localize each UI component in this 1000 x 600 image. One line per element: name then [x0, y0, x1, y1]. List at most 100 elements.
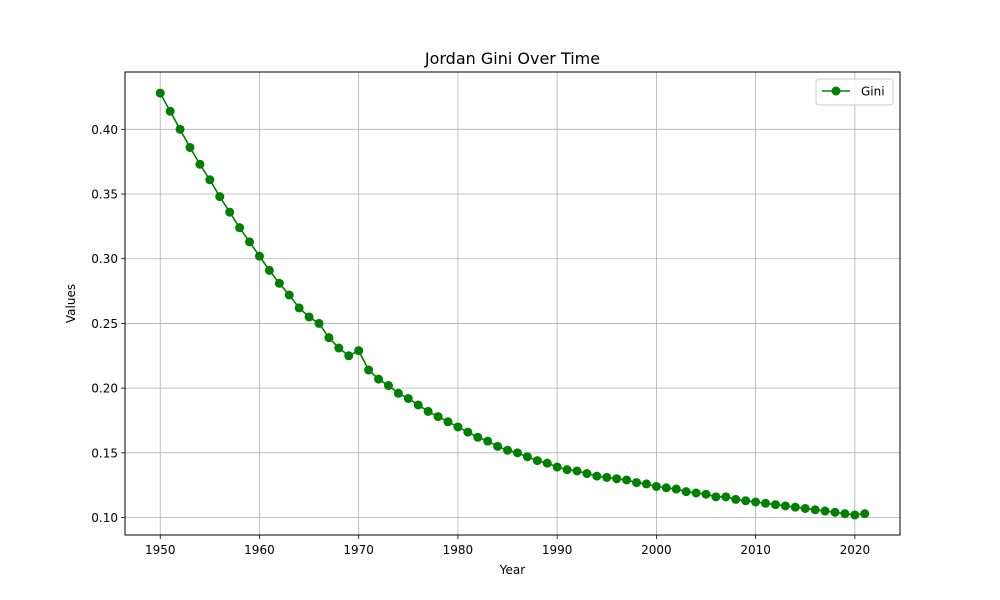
y-tick-label: 0.15 — [91, 446, 118, 460]
data-point — [780, 501, 790, 511]
data-point — [403, 393, 413, 403]
data-point — [503, 445, 513, 455]
data-point — [334, 343, 344, 353]
x-tick-label: 2000 — [641, 543, 672, 557]
data-point — [374, 374, 384, 384]
data-point — [592, 471, 602, 481]
data-point — [165, 106, 175, 116]
x-tick-label: 1960 — [244, 543, 275, 557]
x-tick-label: 1990 — [542, 543, 573, 557]
data-point — [215, 192, 225, 202]
data-point — [582, 469, 592, 479]
data-point — [741, 496, 751, 506]
data-point — [195, 159, 205, 169]
data-point — [800, 503, 810, 513]
data-point — [284, 290, 294, 300]
y-tick-label: 0.40 — [91, 123, 118, 137]
data-point — [602, 472, 612, 482]
y-tick-label: 0.20 — [91, 382, 118, 396]
data-point — [532, 456, 542, 466]
data-point — [274, 278, 284, 288]
data-point — [761, 498, 771, 508]
legend-label-gini: Gini — [861, 85, 885, 99]
data-point — [860, 509, 870, 519]
y-tick-label: 0.35 — [91, 188, 118, 202]
legend-marker-swatch — [831, 86, 841, 96]
data-point — [473, 432, 483, 442]
data-point — [840, 509, 850, 519]
data-point — [294, 303, 304, 313]
data-point — [632, 478, 642, 488]
data-point — [512, 448, 522, 458]
data-point — [225, 207, 235, 217]
data-point — [810, 505, 820, 515]
data-point — [681, 487, 691, 497]
series-layer — [155, 88, 870, 520]
legend-box — [815, 78, 894, 106]
y-tick-label: 0.10 — [91, 511, 118, 525]
data-point — [354, 346, 364, 356]
data-point — [155, 88, 165, 98]
grid — [125, 72, 900, 535]
data-point — [304, 312, 314, 322]
data-point — [562, 465, 572, 475]
y-tick-label: 0.25 — [91, 317, 118, 331]
y-tick-label: 0.30 — [91, 252, 118, 266]
x-axis-label: Year — [499, 563, 525, 577]
data-point — [711, 492, 721, 502]
data-point — [205, 175, 215, 185]
data-point — [641, 479, 651, 489]
data-point — [383, 381, 393, 391]
data-point — [661, 483, 671, 493]
data-point — [364, 365, 374, 375]
data-point — [175, 124, 185, 134]
data-point — [830, 507, 840, 517]
data-point — [453, 422, 463, 432]
data-point — [651, 481, 661, 491]
data-point — [572, 466, 582, 476]
data-point — [463, 427, 473, 437]
data-point — [731, 494, 741, 504]
data-point — [483, 436, 493, 446]
plot-frame — [124, 71, 901, 536]
legend: Gini — [815, 78, 894, 106]
data-point — [185, 142, 195, 152]
data-point — [850, 510, 860, 520]
chart-title: Jordan Gini Over Time — [424, 49, 600, 68]
data-point — [790, 502, 800, 512]
data-point — [522, 452, 532, 462]
data-point — [393, 388, 403, 398]
data-point — [770, 500, 780, 510]
data-point — [314, 318, 324, 328]
data-point — [721, 492, 731, 502]
data-point — [235, 223, 245, 233]
data-point — [493, 441, 503, 451]
data-point — [820, 506, 830, 516]
data-point — [413, 400, 423, 410]
data-point — [612, 474, 622, 484]
data-point — [423, 406, 433, 416]
y-axis-label: Values — [64, 284, 78, 323]
data-point — [701, 489, 711, 499]
ticks: 1950 1960 1970 1980 1990 2000 2010 2020 0.10 0.15… — [91, 123, 870, 557]
data-point — [622, 475, 632, 485]
data-point — [324, 333, 334, 343]
data-point — [443, 417, 453, 427]
data-point — [433, 412, 443, 422]
x-tick-label: 2010 — [740, 543, 771, 557]
data-point — [344, 351, 354, 361]
data-point — [542, 458, 552, 468]
data-point — [552, 462, 562, 472]
x-tick-label: 2020 — [840, 543, 871, 557]
x-tick-label: 1980 — [443, 543, 474, 557]
data-point — [254, 251, 264, 261]
x-tick-label: 1950 — [145, 543, 176, 557]
data-point — [671, 484, 681, 494]
data-point — [691, 488, 701, 498]
data-point — [751, 497, 761, 507]
data-point — [245, 237, 255, 247]
x-tick-label: 1970 — [343, 543, 374, 557]
data-point — [264, 265, 274, 275]
